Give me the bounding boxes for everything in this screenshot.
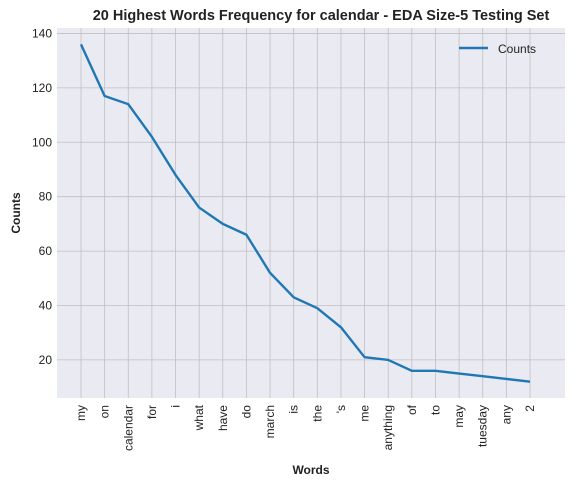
x-axis-ticks: my on calendar for i what have do march is the 's me… bbox=[74, 404, 537, 451]
x-tick-label: any bbox=[499, 405, 513, 424]
x-tick-label: have bbox=[216, 405, 230, 431]
x-tick-label: me bbox=[358, 405, 372, 422]
x-tick-label: do bbox=[239, 405, 253, 419]
y-tick-label: 140 bbox=[32, 26, 52, 40]
x-tick-label: calendar bbox=[121, 405, 135, 451]
x-tick-label: the bbox=[310, 405, 324, 422]
x-tick-label: 's bbox=[334, 405, 348, 413]
y-tick-label: 40 bbox=[39, 299, 53, 313]
legend-label-counts: Counts bbox=[498, 42, 536, 56]
y-tick-label: 120 bbox=[32, 81, 52, 95]
x-tick-label: to bbox=[428, 405, 442, 415]
x-tick-label: tuesday bbox=[476, 405, 490, 447]
x-tick-label: of bbox=[405, 404, 419, 415]
x-tick-label: i bbox=[169, 405, 183, 408]
y-tick-label: 60 bbox=[39, 244, 53, 258]
x-tick-label: is bbox=[287, 405, 301, 414]
x-tick-label: on bbox=[98, 405, 112, 418]
plot-area bbox=[57, 28, 565, 398]
y-tick-label: 20 bbox=[39, 353, 53, 367]
y-tick-label: 80 bbox=[39, 190, 53, 204]
x-tick-label: my bbox=[74, 405, 88, 421]
y-axis-ticks: 20 40 60 80 100 120 140 bbox=[32, 26, 52, 366]
x-tick-label: anything bbox=[381, 405, 395, 450]
x-tick-label: 2 bbox=[523, 405, 537, 412]
y-axis-label: Counts bbox=[9, 192, 23, 234]
chart-title: 20 Highest Words Frequency for calendar … bbox=[93, 8, 550, 24]
x-axis-label: Words bbox=[292, 463, 329, 477]
x-tick-label: what bbox=[192, 404, 206, 431]
x-tick-label: for bbox=[145, 405, 159, 419]
x-tick-label: may bbox=[452, 405, 466, 428]
x-tick-label: march bbox=[263, 405, 277, 438]
y-tick-label: 100 bbox=[32, 135, 52, 149]
